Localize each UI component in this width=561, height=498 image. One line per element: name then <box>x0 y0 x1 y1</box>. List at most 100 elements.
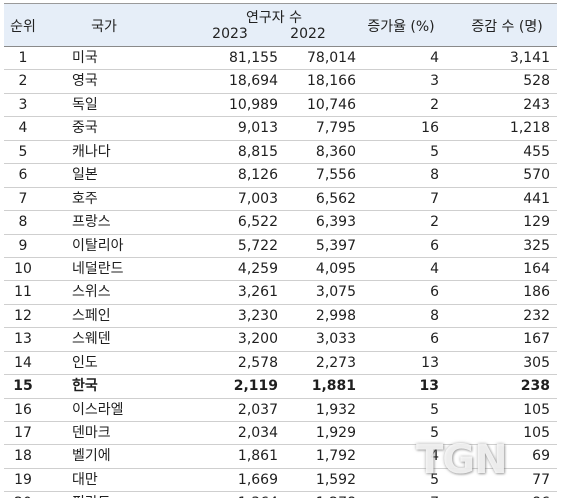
cell-researchers-2022: 5,397 <box>315 237 356 254</box>
cell-researchers-2023: 4,259 <box>237 260 278 277</box>
cell-rank: 2 <box>18 73 28 90</box>
cell-change: 232 <box>523 307 550 324</box>
table-body: 1 미국 81,155 78,014 4 3,141 2 영국 18,694 18,166 3 528… <box>4 47 557 498</box>
cell-rank: 16 <box>14 401 32 418</box>
cell-growth-rate: 6 <box>430 331 439 348</box>
cell-growth-rate: 13 <box>419 378 439 395</box>
cell-rank: 20 <box>4 492 42 498</box>
table-row: 5 캐나다 8,815 8,360 5 455 <box>4 141 557 165</box>
cell-change: 186 <box>523 284 550 301</box>
cell-growth-rate: 4 <box>430 448 439 465</box>
cell-rank: 5 <box>18 143 28 160</box>
cell-country: 프랑스 <box>72 214 111 231</box>
cell-rank: 14 <box>14 354 32 371</box>
cell-researchers-2022: 7,556 <box>315 167 356 184</box>
cell-change: 238 <box>520 378 550 395</box>
header-rank: 순위 <box>10 19 36 35</box>
cell-researchers-2023: 3,230 <box>237 307 278 324</box>
header-growth-rate: 증가율 (%) <box>367 19 435 35</box>
cell-researchers-2022: 1,592 <box>315 471 356 488</box>
cell-researchers-2023: 3,261 <box>237 284 278 301</box>
cell-growth-rate: 6 <box>430 284 439 301</box>
cell-country: 벨기에 <box>72 448 111 465</box>
cell-researchers-2023: 3,200 <box>237 331 278 348</box>
table-row: 4 중국 9,013 7,795 16 1,218 <box>4 117 557 141</box>
cell-change: 69 <box>532 448 550 465</box>
cell-country: 스웨덴 <box>72 331 111 348</box>
cell-growth-rate: 16 <box>421 120 439 137</box>
cell-change: 1,218 <box>509 120 550 137</box>
cell-rank: 15 <box>13 378 33 395</box>
cell-change: 105 <box>523 425 550 441</box>
cell-researchers-2022: 1,278 <box>270 492 356 498</box>
cell-growth-rate: 3 <box>430 73 439 90</box>
cell-country: 인도 <box>72 354 98 371</box>
header-researchers: 연구자 수 <box>246 10 302 26</box>
table-row: 9 이탈리아 5,722 5,397 6 325 <box>4 235 557 258</box>
cell-researchers-2023: 8,126 <box>237 167 278 184</box>
cell-researchers-2022: 18,166 <box>307 73 356 90</box>
cell-growth-rate: 2 <box>430 214 439 231</box>
cell-change: 305 <box>523 354 550 371</box>
cell-researchers-2022: 10,746 <box>307 96 356 113</box>
table-row: 20 핀란드 1,3641,278 7 86 <box>4 492 557 498</box>
cell-researchers-2023: 2,578 <box>237 354 278 371</box>
cell-country: 대만 <box>72 471 98 488</box>
cell-researchers-2022: 78,014 <box>307 50 356 66</box>
cell-change: 3,141 <box>509 50 550 66</box>
cell-rank: 1 <box>18 50 28 66</box>
cell-growth-rate: 2 <box>430 96 439 113</box>
cell-country: 스페인 <box>72 307 111 324</box>
cell-researchers-2023: 18,694 <box>229 73 278 90</box>
cell-growth-rate: 4 <box>430 50 439 66</box>
cell-rank: 13 <box>14 331 32 348</box>
table-row: 16 이스라엘 2,037 1,932 5 105 <box>4 399 557 422</box>
cell-researchers-2023: 1,669 <box>237 471 278 488</box>
header-year-2022: 2022 <box>290 26 326 42</box>
cell-researchers-2022: 6,562 <box>315 190 356 207</box>
cell-country: 영국 <box>72 73 98 90</box>
cell-researchers-2023: 6,522 <box>237 214 278 231</box>
cell-country: 네덜란드 <box>72 260 124 277</box>
cell-change: 570 <box>523 167 550 184</box>
cell-researchers-2022: 7,795 <box>315 120 356 137</box>
table-row: 2 영국 18,694 18,166 3 528 <box>4 70 557 94</box>
cell-researchers-2022: 2,998 <box>315 307 356 324</box>
cell-researchers-2023: 2,037 <box>237 401 278 418</box>
tgn-watermark-logo: TGN <box>416 437 508 483</box>
cell-researchers-2022: 1,932 <box>315 401 356 418</box>
cell-rank: 17 <box>14 425 32 441</box>
table-row: 19 대만 1,669 1,592 5 77 <box>4 469 557 493</box>
cell-change: 86 <box>459 492 550 498</box>
cell-change: 441 <box>523 190 550 207</box>
cell-country: 일본 <box>72 167 98 184</box>
cell-growth-rate: 5 <box>430 401 439 418</box>
table-row: 3 독일 10,989 10,746 2 243 <box>4 94 557 118</box>
cell-country: 캐나다 <box>72 143 111 160</box>
cell-researchers-2022: 8,360 <box>315 143 356 160</box>
cell-researchers-2022: 3,075 <box>315 284 356 301</box>
cell-change: 325 <box>523 237 550 254</box>
table-header: 순위 국가 연구자 수 2023 2022 증가율 (%) 증감 수 (명) <box>4 4 557 47</box>
cell-change: 77 <box>532 471 550 488</box>
cell-researchers-2022: 1,792 <box>315 448 356 465</box>
cell-change: 243 <box>523 96 550 113</box>
cell-growth-rate: 5 <box>430 425 439 441</box>
table-row: 18 벨기에 1,861 1,792 4 69 <box>4 445 557 469</box>
cell-researchers-2022: 3,033 <box>315 331 356 348</box>
cell-researchers-2023: 81,155 <box>229 50 278 66</box>
cell-researchers-2023: 7,003 <box>237 190 278 207</box>
cell-rank: 6 <box>18 167 28 184</box>
table-row: 10 네덜란드 4,259 4,095 4 164 <box>4 258 557 282</box>
cell-researchers-2023: 2,119 <box>233 378 278 395</box>
table-row: 17 덴마크 2,034 1,929 5 105 <box>4 422 557 446</box>
cell-growth-rate: 8 <box>430 307 439 324</box>
cell-country: 호주 <box>72 190 98 207</box>
cell-researchers-2023: 5,722 <box>237 237 278 254</box>
table-row: 13 스웨덴 3,200 3,033 6 167 <box>4 328 557 352</box>
header-year-2023: 2023 <box>212 26 248 42</box>
cell-change: 528 <box>523 73 550 90</box>
table-row: 1 미국 81,155 78,014 4 3,141 <box>4 47 557 71</box>
cell-change: 129 <box>523 214 550 231</box>
cell-rank: 4 <box>18 120 28 137</box>
